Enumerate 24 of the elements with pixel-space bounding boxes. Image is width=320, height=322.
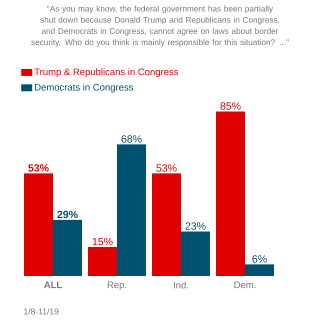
data-label: 53% (156, 164, 177, 172)
bar (88, 246, 117, 276)
bar (24, 173, 53, 276)
bar (244, 264, 274, 276)
x-tick-label: ALL (44, 282, 62, 288)
data-label: 6% (252, 255, 267, 263)
legend-label: Trump & Republicans in Congress (34, 68, 178, 78)
chart-title: "As you may know, the federal government has been partially shut down because Donald Trump and Republicans in Congress, and Democrats in Congress, cannot agree on laws about border security. Who do you think is mainly responsible for this situation? ..." (31, 6, 289, 47)
data-label: 85% (220, 102, 241, 110)
bar (53, 220, 82, 276)
data-label: 15% (92, 238, 113, 246)
data-label: 29% (57, 210, 78, 218)
x-tick-label: Rep. (108, 282, 126, 290)
data-label: 53% (28, 164, 49, 172)
bar (152, 173, 181, 276)
legend-label: Democrats in Congress (34, 84, 134, 92)
bar (180, 231, 210, 276)
data-label: 68% (122, 135, 142, 143)
bar (216, 111, 245, 276)
data-label: 23% (186, 222, 206, 230)
bar (117, 144, 146, 276)
x-tick-label: Dem. (234, 282, 256, 288)
x-tick-label: Ind. (174, 282, 188, 289)
text: 1/8-11/19 (24, 308, 58, 314)
